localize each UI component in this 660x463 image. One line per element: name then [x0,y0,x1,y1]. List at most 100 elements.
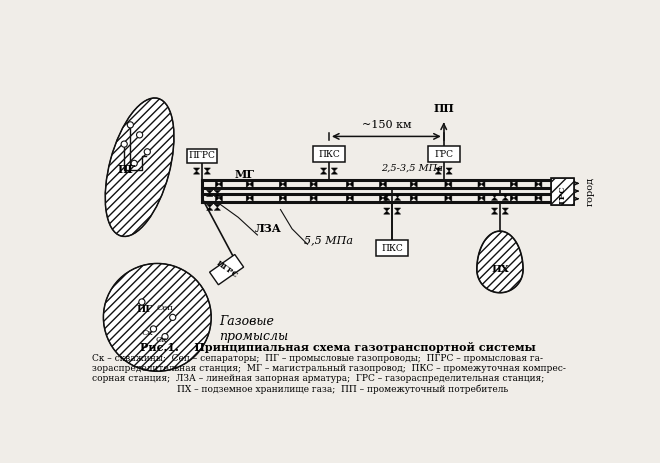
Polygon shape [321,171,327,174]
Polygon shape [321,168,327,171]
Circle shape [131,160,137,166]
Circle shape [150,326,156,332]
Polygon shape [282,181,286,188]
Bar [550,178,574,205]
Polygon shape [411,181,414,188]
Polygon shape [502,197,508,200]
Polygon shape [346,194,350,201]
Circle shape [170,314,176,320]
Text: ПГ: ПГ [136,305,152,314]
Bar [376,240,409,256]
Polygon shape [314,181,317,188]
Polygon shape [215,194,219,201]
Polygon shape [215,181,219,188]
Polygon shape [395,194,401,197]
Text: 2,5-3,5 МПа: 2,5-3,5 МПа [381,163,443,173]
Text: ЛЗА: ЛЗА [255,223,282,234]
Polygon shape [445,194,448,201]
Polygon shape [448,181,452,188]
Text: сорная станция;  ЛЗА – линейная запорная арматура;  ГРС – газораспределительная : сорная станция; ЛЗА – линейная запорная … [92,375,544,383]
Polygon shape [310,194,314,201]
Polygon shape [214,190,220,194]
Circle shape [137,132,143,138]
Text: ГРС: ГРС [558,186,566,204]
Bar [210,255,244,285]
Polygon shape [383,208,390,211]
Text: зораспределительная станция;  МГ – магистральный газопровод;  ПКС – промежуточна: зораспределительная станция; МГ – магист… [92,364,566,373]
Polygon shape [502,211,508,214]
Polygon shape [477,231,523,293]
Circle shape [127,122,133,128]
Polygon shape [514,181,517,188]
Polygon shape [383,194,390,197]
Polygon shape [535,181,539,188]
Polygon shape [214,207,220,210]
Bar [187,149,217,163]
Polygon shape [446,171,452,174]
Polygon shape [279,181,282,188]
Text: Ск: Ск [155,337,167,344]
Polygon shape [193,168,199,171]
Text: ПГ: ПГ [117,164,135,175]
Text: ПГРС: ПГРС [189,151,215,160]
Polygon shape [249,194,253,201]
Polygon shape [492,194,498,197]
Polygon shape [478,194,482,201]
Polygon shape [346,181,350,188]
Text: ПГРС: ПГРС [214,259,239,280]
Polygon shape [350,194,353,201]
Text: ПП: ПП [434,103,454,114]
Bar [428,146,460,162]
Polygon shape [214,204,220,207]
Polygon shape [379,181,383,188]
Polygon shape [383,197,390,200]
Polygon shape [411,194,414,201]
Polygon shape [331,171,337,174]
Polygon shape [535,194,539,201]
Polygon shape [310,181,314,188]
Polygon shape [539,194,542,201]
Polygon shape [539,181,542,188]
Text: ГРС: ГРС [434,150,453,159]
Circle shape [162,333,168,340]
Text: ПХ: ПХ [491,265,509,274]
Polygon shape [510,181,514,188]
Polygon shape [492,208,498,211]
Circle shape [121,141,127,147]
Polygon shape [193,171,199,174]
Polygon shape [350,181,353,188]
Polygon shape [379,194,383,201]
Polygon shape [383,194,386,201]
Polygon shape [478,181,482,188]
Polygon shape [207,194,213,196]
Polygon shape [395,208,401,211]
Polygon shape [219,181,222,188]
Circle shape [104,263,211,371]
Polygon shape [395,211,401,214]
Polygon shape [246,181,249,188]
Ellipse shape [105,98,174,237]
Polygon shape [207,207,213,210]
Polygon shape [510,194,514,201]
Polygon shape [219,194,222,201]
Text: Газовые
промыслы: Газовые промыслы [219,315,288,343]
Polygon shape [436,171,442,174]
Polygon shape [207,204,213,207]
Text: Рис.1.    Принципиальная схема газотранспортной системы: Рис.1. Принципиальная схема газотранспор… [141,342,536,353]
Polygon shape [207,190,213,194]
Text: город: город [585,176,595,206]
Polygon shape [214,194,220,196]
Polygon shape [414,194,417,201]
Text: Ск – скважины;  Сеп – сепараторы;  ПГ – промысловые газопроводы;  ПГРС – промысл: Ск – скважины; Сеп – сепараторы; ПГ – пр… [92,354,543,363]
Polygon shape [502,208,508,211]
Polygon shape [448,194,452,201]
Polygon shape [383,181,386,188]
Polygon shape [279,194,282,201]
Polygon shape [395,197,401,200]
Polygon shape [246,194,249,201]
Circle shape [139,299,145,305]
Text: ПКС: ПКС [318,150,340,159]
Polygon shape [314,194,317,201]
Text: Ск: Ск [141,329,153,337]
Text: Сеп: Сеп [156,304,174,312]
